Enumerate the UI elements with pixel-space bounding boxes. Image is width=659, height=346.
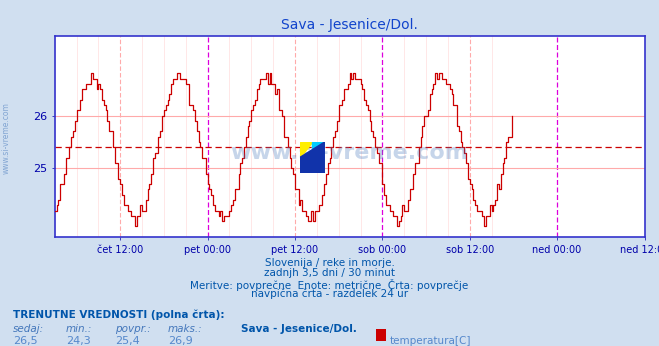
Text: TRENUTNE VREDNOSTI (polna črta):: TRENUTNE VREDNOSTI (polna črta):: [13, 310, 225, 320]
Text: www.si-vreme.com: www.si-vreme.com: [2, 102, 11, 174]
Title: Sava - Jesenice/Dol.: Sava - Jesenice/Dol.: [281, 18, 418, 33]
Text: zadnjh 3,5 dni / 30 minut: zadnjh 3,5 dni / 30 minut: [264, 268, 395, 278]
Polygon shape: [300, 142, 325, 173]
Text: www.si-vreme.com: www.si-vreme.com: [231, 143, 469, 163]
Polygon shape: [312, 142, 325, 157]
Text: temperatura[C]: temperatura[C]: [390, 336, 472, 346]
Text: sedaj:: sedaj:: [13, 324, 44, 334]
Text: Meritve: povprečne  Enote: metrične  Črta: povprečje: Meritve: povprečne Enote: metrične Črta:…: [190, 279, 469, 291]
Text: navpična črta - razdelek 24 ur: navpična črta - razdelek 24 ur: [251, 289, 408, 299]
Text: povpr.:: povpr.:: [115, 324, 151, 334]
Text: Slovenija / reke in morje.: Slovenija / reke in morje.: [264, 258, 395, 268]
Text: 26,5: 26,5: [13, 336, 38, 346]
Text: 24,3: 24,3: [66, 336, 91, 346]
Polygon shape: [300, 142, 312, 157]
Text: Sava - Jesenice/Dol.: Sava - Jesenice/Dol.: [241, 324, 357, 334]
Text: maks.:: maks.:: [168, 324, 203, 334]
Text: 25,4: 25,4: [115, 336, 140, 346]
Text: min.:: min.:: [66, 324, 92, 334]
Text: 26,9: 26,9: [168, 336, 193, 346]
